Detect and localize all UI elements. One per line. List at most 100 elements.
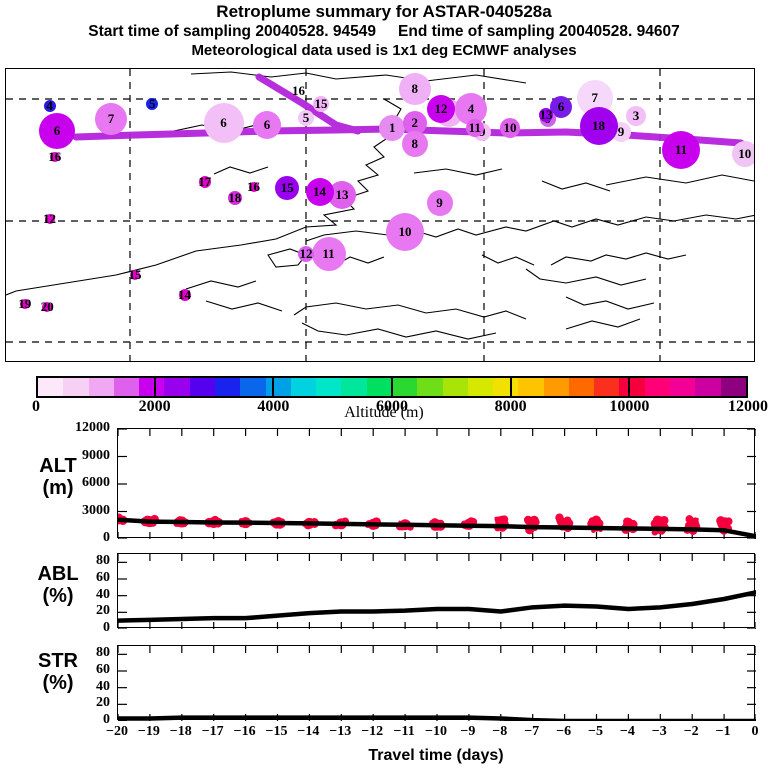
colorbar-segment (164, 378, 190, 396)
str-axis-label-line1: STR (38, 650, 78, 672)
retroplume-day-label: 1 (389, 119, 396, 135)
retroplume-bubble (298, 246, 314, 263)
retroplume-bubble (253, 110, 281, 139)
colorbar-tick-label: 8000 (494, 398, 527, 415)
retroplume-bubble (227, 191, 242, 206)
retroplume-day-label: 18 (592, 118, 605, 134)
colorbar-segment (467, 378, 494, 396)
retroplume-day-label: 12 (43, 210, 56, 226)
retroplume-day-label: 12 (434, 100, 448, 116)
retroplume-day-label: 7 (107, 110, 115, 126)
retroplume-bubble (386, 213, 424, 252)
colorbar-tick-label: 6000 (376, 398, 408, 415)
str-plot[interactable] (117, 645, 756, 721)
retroplume-day-label: 4 (46, 97, 53, 113)
colorbar-segment (139, 378, 165, 396)
colorbar-segment (720, 378, 746, 396)
y-tick-label: 40 (96, 586, 110, 602)
x-tick-label: −9 (460, 724, 476, 739)
x-tick-label: −11 (393, 724, 415, 739)
retroplume-bubble (539, 107, 553, 122)
retroplume-day-label: 8 (411, 135, 419, 151)
retroplume-day-label: 5 (149, 96, 156, 112)
colorbar-divider (509, 376, 512, 398)
colorbar-segment (240, 378, 266, 396)
retroplume-bubble (313, 96, 329, 113)
y-tick-label: 40 (96, 678, 110, 694)
meteo-data-label: Meteorological data used is 1x1 deg ECMW… (191, 42, 577, 59)
retroplume-day-label: 11 (468, 119, 481, 135)
y-tick-label: 0 (103, 712, 110, 727)
retroplume-bubble (203, 103, 244, 144)
x-tick-label: −10 (425, 724, 447, 739)
x-tick-label: −6 (556, 724, 572, 739)
abl-plot[interactable] (117, 553, 756, 629)
colorbar-tick-label: 12000 (728, 398, 768, 415)
retroplume-bubble (398, 72, 431, 105)
retroplume-day-label: 17 (198, 174, 212, 190)
retroplume-day-label: 5 (302, 109, 310, 125)
x-tick-label: −14 (297, 724, 320, 739)
retroplume-day-label: 2 (411, 115, 419, 131)
sampling-time-line: Start time of sampling 20040528. 94549 En… (0, 22, 768, 41)
retroplume-day-label: 9 (617, 124, 625, 140)
page-title: Retroplume summary for ASTAR-040528a (216, 2, 552, 21)
retroplume-day-label: 3 (632, 108, 640, 124)
retroplume-bubble (662, 130, 700, 169)
x-tick-label: −1 (715, 724, 731, 739)
colorbar-segment (518, 378, 544, 396)
x-tick-label: −4 (619, 724, 635, 739)
colorbar-segment (63, 378, 89, 396)
end-time-label: End time of sampling 20040528. 94607 (398, 23, 680, 40)
colorbar-segment (543, 378, 569, 396)
y-tick-label: 20 (96, 695, 110, 711)
x-tick-label: −2 (683, 724, 699, 739)
y-tick-label: 60 (96, 570, 110, 585)
colorbar-segment (290, 378, 317, 396)
colorbar-segment (214, 378, 241, 396)
colorbar-segment (316, 378, 342, 396)
retroplume-day-label: 10 (738, 146, 752, 162)
retroplume-day-label: 13 (539, 106, 553, 122)
y-tick-label: 20 (96, 603, 110, 619)
retroplume-day-label: 16 (292, 83, 305, 99)
retroplume-day-label: 7 (591, 90, 599, 106)
retroplume-day-label: 15 (314, 96, 328, 112)
y-tick-label: 9000 (82, 447, 110, 463)
x-tick-label: −12 (361, 724, 384, 739)
abl-axis-label-line2: (%) (42, 585, 74, 607)
retroplume-bubble (427, 94, 455, 123)
abl-axis-label-line1: ABL (37, 563, 79, 585)
colorbar-axis-label: Altitude (m) (344, 404, 424, 421)
retroplume-bubble (178, 289, 191, 302)
colorbar-segment (88, 378, 114, 396)
x-tick-label: −7 (524, 724, 540, 739)
x-tick-label: −13 (329, 724, 352, 739)
colorbar-segment (417, 378, 443, 396)
retroplume-day-label: 13 (335, 187, 349, 203)
alt-plot[interactable] (117, 428, 756, 539)
abl-axis-label: ABL (%) (8, 563, 108, 607)
colorbar-segment (366, 378, 392, 396)
colorbar-divider (391, 376, 393, 398)
colorbar-divider (628, 376, 631, 398)
x-tick-label: −18 (169, 724, 192, 739)
retroplume-day-label: 6 (53, 122, 61, 138)
retroplume-day-label: 10 (398, 224, 412, 240)
retroplume-day-label: 6 (220, 115, 227, 131)
y-tick-label: 3000 (82, 502, 110, 518)
retroplume-day-label: 16 (247, 178, 260, 194)
retroplume-bubble (401, 130, 428, 157)
retroplume-day-label: 12 (299, 246, 313, 262)
retroplume-bubble (19, 299, 30, 310)
alt-axis-label-line1: ALT (39, 455, 77, 477)
colorbar-segment (568, 378, 595, 396)
colorbar-tick-label: 2000 (138, 398, 171, 415)
x-tick-label: 0 (751, 724, 759, 739)
colorbar-tick-label: 4000 (257, 398, 290, 415)
retroplume-bubble (311, 237, 346, 272)
retroplume-day-label: 15 (280, 180, 294, 196)
colorbar-segment (493, 378, 519, 396)
retroplume-map[interactable]: 1233445566667788899910101011111112121213… (5, 68, 755, 362)
colorbar-segment (341, 378, 367, 396)
